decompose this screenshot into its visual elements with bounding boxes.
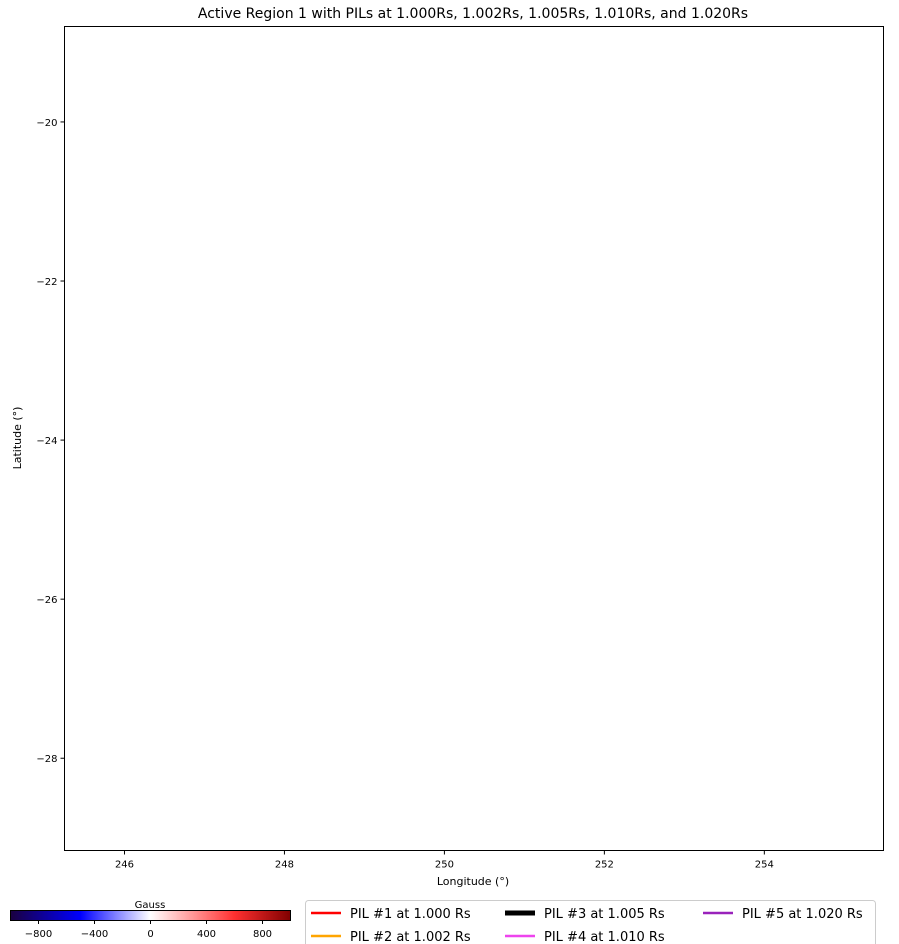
x-tick-label: 248 <box>275 860 294 871</box>
colorbar: Gauss −800 −400 0 400 800 <box>10 900 291 940</box>
colorbar-tick-label: 0 <box>147 929 153 940</box>
y-tick-label: −20 <box>36 118 57 129</box>
y-tick-label: −22 <box>36 277 57 288</box>
x-tick-label: 254 <box>755 860 774 871</box>
colorbar-label: Gauss <box>135 900 166 911</box>
chart-title: Active Region 1 with PILs at 1.000Rs, 1.… <box>198 6 748 22</box>
colorbar-tick-label: 800 <box>253 929 272 940</box>
x-tick-label: 252 <box>595 860 614 871</box>
legend-label-1: PIL #1 at 1.000 Rs <box>350 907 471 922</box>
y-tick-label: −26 <box>36 595 57 606</box>
legend-label-2: PIL #2 at 1.002 Rs <box>350 930 471 944</box>
y-tick-label: −28 <box>36 754 57 765</box>
legend-label-5: PIL #5 at 1.020 Rs <box>742 907 863 922</box>
y-tick-label: −24 <box>36 436 57 447</box>
colorbar-tick-label: −800 <box>25 929 52 940</box>
legend-label-3: PIL #3 at 1.005 Rs <box>544 907 665 922</box>
colorbar-tick-label: −400 <box>81 929 108 940</box>
plot-area <box>64 26 884 851</box>
colorbar-tick-label: 400 <box>197 929 216 940</box>
x-tick-label: 246 <box>115 860 134 871</box>
legend-box <box>305 900 876 944</box>
colorbar-gradient <box>10 910 291 921</box>
x-axis-label: Longitude (°) <box>437 875 509 888</box>
legend: PIL #1 at 1.000 Rs PIL #2 at 1.002 Rs PIL … <box>305 900 876 944</box>
y-axis-label: Latitude (°) <box>11 407 24 470</box>
x-tick-label: 250 <box>435 860 454 871</box>
legend-label-4: PIL #4 at 1.010 Rs <box>544 930 665 944</box>
